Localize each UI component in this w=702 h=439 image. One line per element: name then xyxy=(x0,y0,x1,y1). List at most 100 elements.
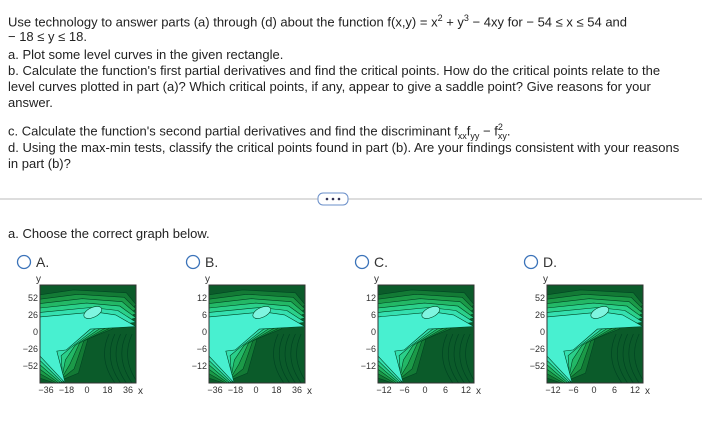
y-tick-label: −52 xyxy=(23,361,38,371)
dot xyxy=(331,197,335,201)
dot xyxy=(325,197,329,201)
option-label[interactable]: C. xyxy=(374,254,388,270)
x-tick-label: −36 xyxy=(38,385,53,395)
contour-arc xyxy=(284,333,296,383)
contour-arc xyxy=(447,333,459,383)
question-line: answer. xyxy=(8,95,53,110)
contours xyxy=(547,285,643,383)
contours xyxy=(40,285,136,383)
x-axis-label: x xyxy=(476,386,481,397)
contour-arc xyxy=(278,333,290,383)
x-tick-label: −12 xyxy=(376,385,391,395)
x-tick-label: 0 xyxy=(84,385,89,395)
x-tick-label: −12 xyxy=(545,385,560,395)
contours xyxy=(209,285,305,383)
question-line: − 18 ≤ y ≤ 18. xyxy=(8,29,87,44)
subscript: xx xyxy=(457,130,467,141)
radio-button[interactable] xyxy=(16,254,32,270)
x-tick-label: 12 xyxy=(630,385,640,395)
x-tick-label: 0 xyxy=(253,385,258,395)
question-line: c. Calculate the function's second parti… xyxy=(8,119,510,144)
contour-arc xyxy=(453,333,465,383)
radio-button[interactable] xyxy=(354,254,370,270)
plot-frame xyxy=(546,284,644,384)
x-tick-label: 36 xyxy=(123,385,133,395)
contour-plot: y 12 6 0 −6 −12 −36 −18 0 18 36 x xyxy=(192,274,312,397)
text: − f xyxy=(479,123,498,139)
y-tick-label: 0 xyxy=(33,327,38,337)
question-line: in part (b)? xyxy=(8,156,71,171)
contour-band xyxy=(378,311,474,383)
y-tick-label: −6 xyxy=(197,344,207,354)
x-axis-label: x xyxy=(645,386,650,397)
y-tick-label: −12 xyxy=(361,361,376,371)
contour-arc xyxy=(104,333,116,383)
y-axis-label: y xyxy=(205,274,210,285)
contour-loop xyxy=(421,306,441,319)
x-tick-label: 6 xyxy=(443,385,448,395)
y-axis-label: y xyxy=(374,274,379,285)
y-tick-label: 26 xyxy=(28,310,38,320)
contour-arc xyxy=(611,333,623,383)
contour-arc xyxy=(459,333,471,383)
contour-arc xyxy=(442,333,454,383)
contour-arc xyxy=(121,333,133,383)
question-line: a. Plot some level curves in the given r… xyxy=(8,47,284,62)
x-tick-label: 36 xyxy=(292,385,302,395)
contour-arc xyxy=(296,333,305,381)
y-tick-label: −26 xyxy=(530,344,545,354)
y-tick-label: 6 xyxy=(202,310,207,320)
contour-arc xyxy=(273,333,285,383)
contour-loop xyxy=(590,306,610,319)
plot-frame xyxy=(377,284,475,384)
y-tick-label: 0 xyxy=(202,327,207,337)
y-tick-label: 0 xyxy=(371,327,376,337)
contour-arc xyxy=(465,333,474,381)
question-line: b. Calculate the function's first partia… xyxy=(8,63,661,78)
x-tick-label: −18 xyxy=(228,385,243,395)
subscript: xy xyxy=(497,130,507,141)
contour-arc xyxy=(109,333,121,383)
radio-button[interactable] xyxy=(185,254,201,270)
exponent: 2 xyxy=(497,122,503,132)
contour-arc xyxy=(127,333,136,381)
x-tick-label: 0 xyxy=(591,385,596,395)
plot-frame xyxy=(39,284,137,384)
text: . xyxy=(506,123,511,139)
y-tick-label: 52 xyxy=(535,293,545,303)
x-tick-label: −6 xyxy=(568,385,578,395)
contours xyxy=(378,285,474,383)
y-tick-label: 12 xyxy=(197,293,207,303)
x-tick-label: 12 xyxy=(461,385,471,395)
option-label[interactable]: B. xyxy=(205,254,218,270)
x-axis-label: x xyxy=(138,386,143,397)
contour-arc xyxy=(616,333,628,383)
contour-loop xyxy=(83,306,103,319)
radio-button[interactable] xyxy=(523,254,539,270)
y-tick-label: −12 xyxy=(192,361,207,371)
contour-arc xyxy=(628,333,640,383)
x-tick-label: 18 xyxy=(102,385,112,395)
y-tick-label: 12 xyxy=(366,293,376,303)
y-tick-label: 0 xyxy=(540,327,545,337)
y-axis-label: y xyxy=(543,274,548,285)
exponent: 3 xyxy=(463,13,469,23)
option-label[interactable]: D. xyxy=(543,254,557,270)
option-label[interactable]: A. xyxy=(36,254,49,270)
question-line: level curves plotted in part (a)? Which … xyxy=(8,79,651,94)
text: + y xyxy=(442,14,464,30)
text: − 4xy for − 54 ≤ x ≤ 54 and xyxy=(468,14,628,30)
x-tick-label: 6 xyxy=(612,385,617,395)
y-tick-label: 26 xyxy=(535,310,545,320)
x-tick-label: 0 xyxy=(422,385,427,395)
dot xyxy=(337,197,341,201)
x-tick-label: −36 xyxy=(207,385,222,395)
contour-arc xyxy=(634,333,643,381)
contour-arc xyxy=(115,333,127,383)
y-tick-label: −6 xyxy=(366,344,376,354)
x-tick-label: −18 xyxy=(59,385,74,395)
y-tick-label: 6 xyxy=(371,310,376,320)
contour-plot: y 52 26 0 −26 −52 −36 −18 0 18 36 x xyxy=(23,274,143,397)
text: Use technology to answer parts (a) throu… xyxy=(8,14,438,30)
